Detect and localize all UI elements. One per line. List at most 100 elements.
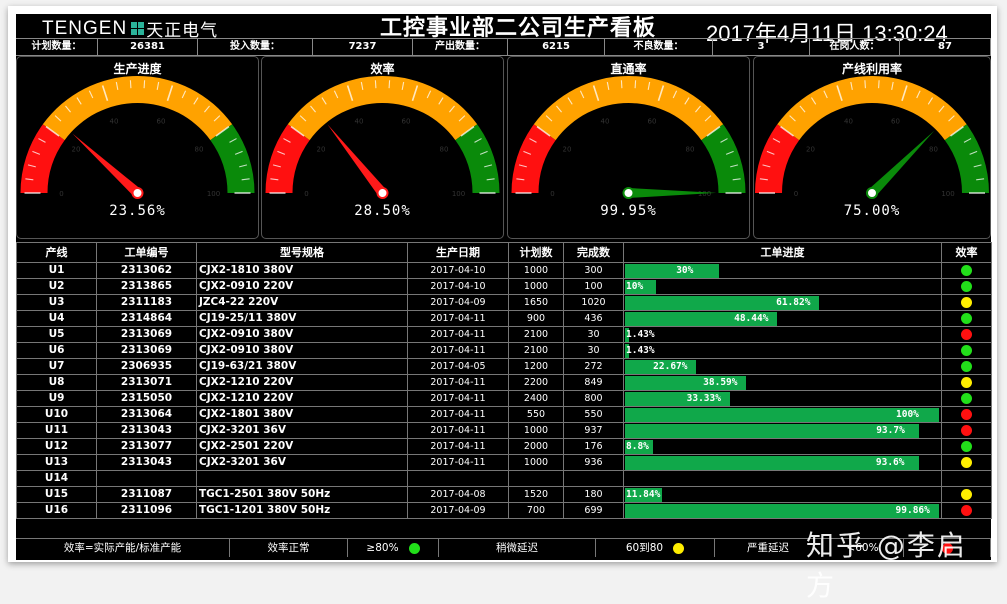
row-order-no: 2313069 (96, 342, 197, 359)
plan-qty-label: 计划数量： (16, 39, 98, 55)
row-line: U12 (16, 438, 97, 455)
row-efficiency (941, 486, 992, 503)
svg-text:20: 20 (806, 145, 815, 153)
col-header-order-no: 工单编号 (96, 242, 197, 263)
progress-bar (625, 424, 920, 438)
row-order-no: 2313071 (96, 374, 197, 391)
row-date: 2017-04-10 (407, 278, 509, 295)
col-header-model: 型号规格 (196, 242, 408, 263)
legend-severe-label: 严重延迟 (715, 539, 822, 557)
row-done: 1020 (563, 294, 624, 311)
table-row[interactable]: U16 2311096 TGC1-1201 380V 50Hz 2017-04-09 7… (16, 502, 992, 519)
row-model: CJX2-0910 380V (196, 326, 408, 343)
gauge-value: 75.00% (843, 203, 901, 219)
row-model (196, 470, 408, 487)
row-model: JZC4-22 220V (196, 294, 408, 311)
col-header-date: 生产日期 (407, 242, 509, 263)
row-efficiency (941, 326, 992, 343)
row-efficiency (941, 294, 992, 311)
table-row[interactable]: U8 2313071 CJX2-1210 220V 2017-04-11 2200 849… (16, 374, 992, 391)
staff-count-value: 87 (900, 39, 991, 55)
row-progress: 38.59% (623, 374, 942, 391)
progress-bar (625, 360, 697, 374)
row-efficiency (941, 390, 992, 407)
row-order-no: 2313043 (96, 422, 197, 439)
red-status-dot-icon (961, 328, 972, 340)
row-plan (508, 470, 564, 487)
svg-text:40: 40 (844, 118, 853, 126)
row-done: 100 (563, 278, 624, 295)
row-efficiency (941, 262, 992, 279)
row-line: U3 (16, 294, 97, 311)
table-row[interactable]: U9 2315050 CJX2-1210 220V 2017-04-11 2400 800… (16, 390, 992, 407)
row-progress: 30% (623, 262, 942, 279)
row-progress: 61.82% (623, 294, 942, 311)
row-efficiency (941, 406, 992, 423)
table-row[interactable]: U7 2306935 CJ19-63/21 380V 2017-04-05 1200 27… (16, 358, 992, 375)
row-model: TGC1-2501 380V 50Hz (196, 486, 408, 503)
svg-text:0: 0 (304, 190, 308, 198)
row-done: 436 (563, 310, 624, 327)
row-done: 937 (563, 422, 624, 439)
page-title: 工控事业部二公司生产看板 (380, 16, 657, 41)
table-row[interactable]: U2 2313865 CJX2-0910 220V 2017-04-10 1000 100… (16, 278, 992, 295)
row-order-no: 2313069 (96, 326, 197, 343)
progress-bar (625, 344, 630, 358)
row-progress: 93.7% (623, 422, 942, 439)
row-line: U9 (16, 390, 97, 407)
row-plan: 1000 (508, 454, 564, 471)
row-order-no: 2311096 (96, 502, 197, 519)
row-plan: 1000 (508, 262, 564, 279)
svg-text:20: 20 (563, 145, 572, 153)
table-row[interactable]: U14 (16, 470, 992, 487)
table-row[interactable]: U11 2313043 CJX2-3201 36V 2017-04-11 1000 937… (16, 422, 992, 439)
row-plan: 1650 (508, 294, 564, 311)
logo-text-en: TENGEN (42, 17, 128, 39)
table-row[interactable]: U5 2313069 CJX2-0910 380V 2017-04-11 2100 30 1… (16, 326, 992, 343)
row-date: 2017-04-11 (407, 342, 509, 359)
table-row[interactable]: U12 2313077 CJX2-2501 220V 2017-04-11 2000 17… (16, 438, 992, 455)
gauge-panel: 生产进度 0 20 40 60 80 100 23.56% 效率 0 20 40 60 80 100… (16, 56, 991, 239)
row-plan: 2100 (508, 326, 564, 343)
row-line: U1 (16, 262, 97, 279)
table-row[interactable]: U6 2313069 CJX2-0910 380V 2017-04-11 2100 30 1… (16, 342, 992, 359)
row-progress: 33.33% (623, 390, 942, 407)
defect-qty-value: 3 (713, 39, 810, 55)
row-done: 272 (563, 358, 624, 375)
row-line: U2 (16, 278, 97, 295)
row-order-no: 2311087 (96, 486, 197, 503)
logo-text-cn: 天正电气 (146, 21, 219, 40)
yellow-status-dot-icon (961, 296, 972, 308)
row-efficiency (941, 470, 992, 487)
row-date: 2017-04-10 (407, 262, 509, 279)
row-plan: 2100 (508, 342, 564, 359)
col-header-plan: 计划数 (508, 242, 564, 263)
row-date: 2017-04-11 (407, 374, 509, 391)
row-date: 2017-04-11 (407, 422, 509, 439)
gauge-value: 23.56% (109, 203, 166, 219)
legend-slight-range: 60到80 (596, 539, 715, 557)
svg-text:0: 0 (59, 190, 63, 198)
row-progress: 99.86% (623, 502, 942, 519)
table-row[interactable]: U4 2314864 CJ19-25/11 380V 2017-04-11 900 436… (16, 310, 992, 327)
input-qty-value: 7237 (313, 39, 413, 55)
row-plan: 1200 (508, 358, 564, 375)
table-row[interactable]: U10 2313064 CJX2-1801 380V 2017-04-11 550 550… (16, 406, 992, 423)
row-done: 30 (563, 342, 624, 359)
progress-bar (625, 504, 939, 518)
legend-slight-range-text: 60到80 (625, 542, 664, 554)
row-done: 180 (563, 486, 624, 503)
legend-slight-label: 稍微延迟 (439, 539, 596, 557)
table-row[interactable]: U1 2313062 CJX2-1810 380V 2017-04-10 1000 300… (16, 262, 992, 279)
table-row[interactable]: U15 2311087 TGC1-2501 380V 50Hz 2017-04-08 1… (16, 486, 992, 503)
row-efficiency (941, 374, 992, 391)
production-dashboard: TENGEN 天正电气 工控事业部二公司生产看板 2017年4月11日 13:3… (16, 14, 992, 602)
progress-bar (625, 440, 653, 454)
table-row[interactable]: U13 2313043 CJX2-3201 36V 2017-04-11 1000 936… (16, 454, 992, 471)
gauge-production-progress: 生产进度 0 20 40 60 80 100 23.56% (16, 56, 259, 239)
gauge-title: 产线利用率 (841, 62, 902, 76)
table-row[interactable]: U3 2311183 JZC4-22 220V 2017-04-09 1650 1020 6… (16, 294, 992, 311)
row-progress: 93.6% (623, 454, 942, 471)
input-qty-label: 投入数量： (198, 39, 313, 55)
progress-label: 93.7% (876, 425, 905, 436)
